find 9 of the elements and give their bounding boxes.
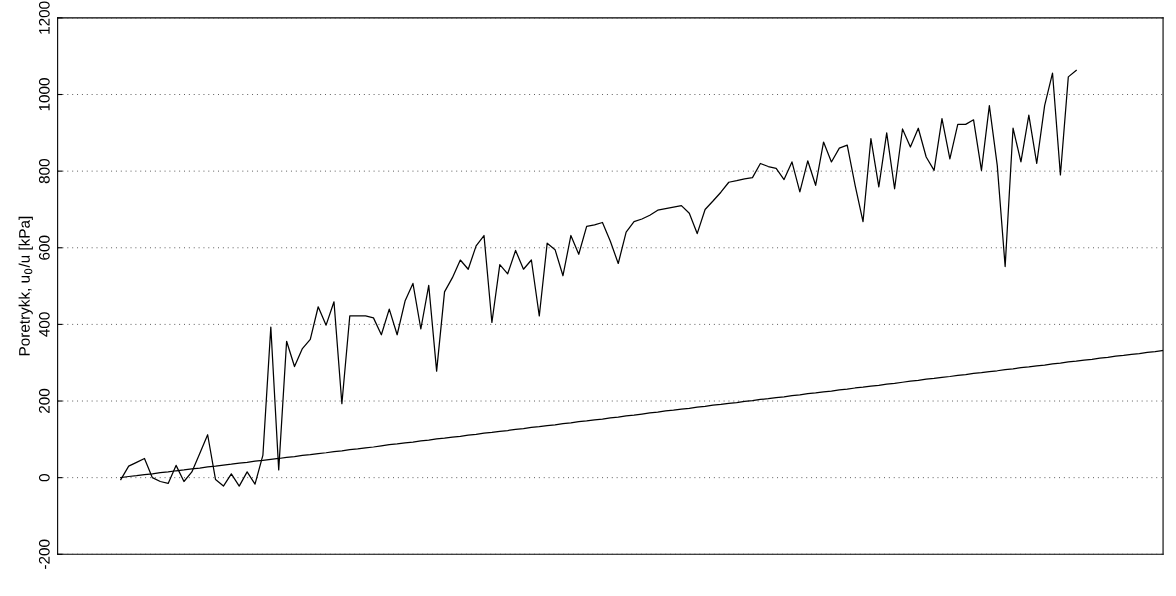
y-axis-title: Poretrykk, u$_{0}$/u [kPa] [18, 216, 33, 356]
y-tick-label: 600 [38, 235, 50, 260]
y-tick-label: 1200 [38, 1, 50, 34]
y-tick-label: -200 [38, 539, 50, 569]
y-tick-label: 200 [38, 388, 50, 413]
y-tick-label: 800 [38, 158, 50, 184]
y-tick-label: 400 [38, 312, 50, 337]
y-tick-label: 0 [38, 474, 50, 482]
y-tick-label: 1000 [38, 78, 50, 111]
